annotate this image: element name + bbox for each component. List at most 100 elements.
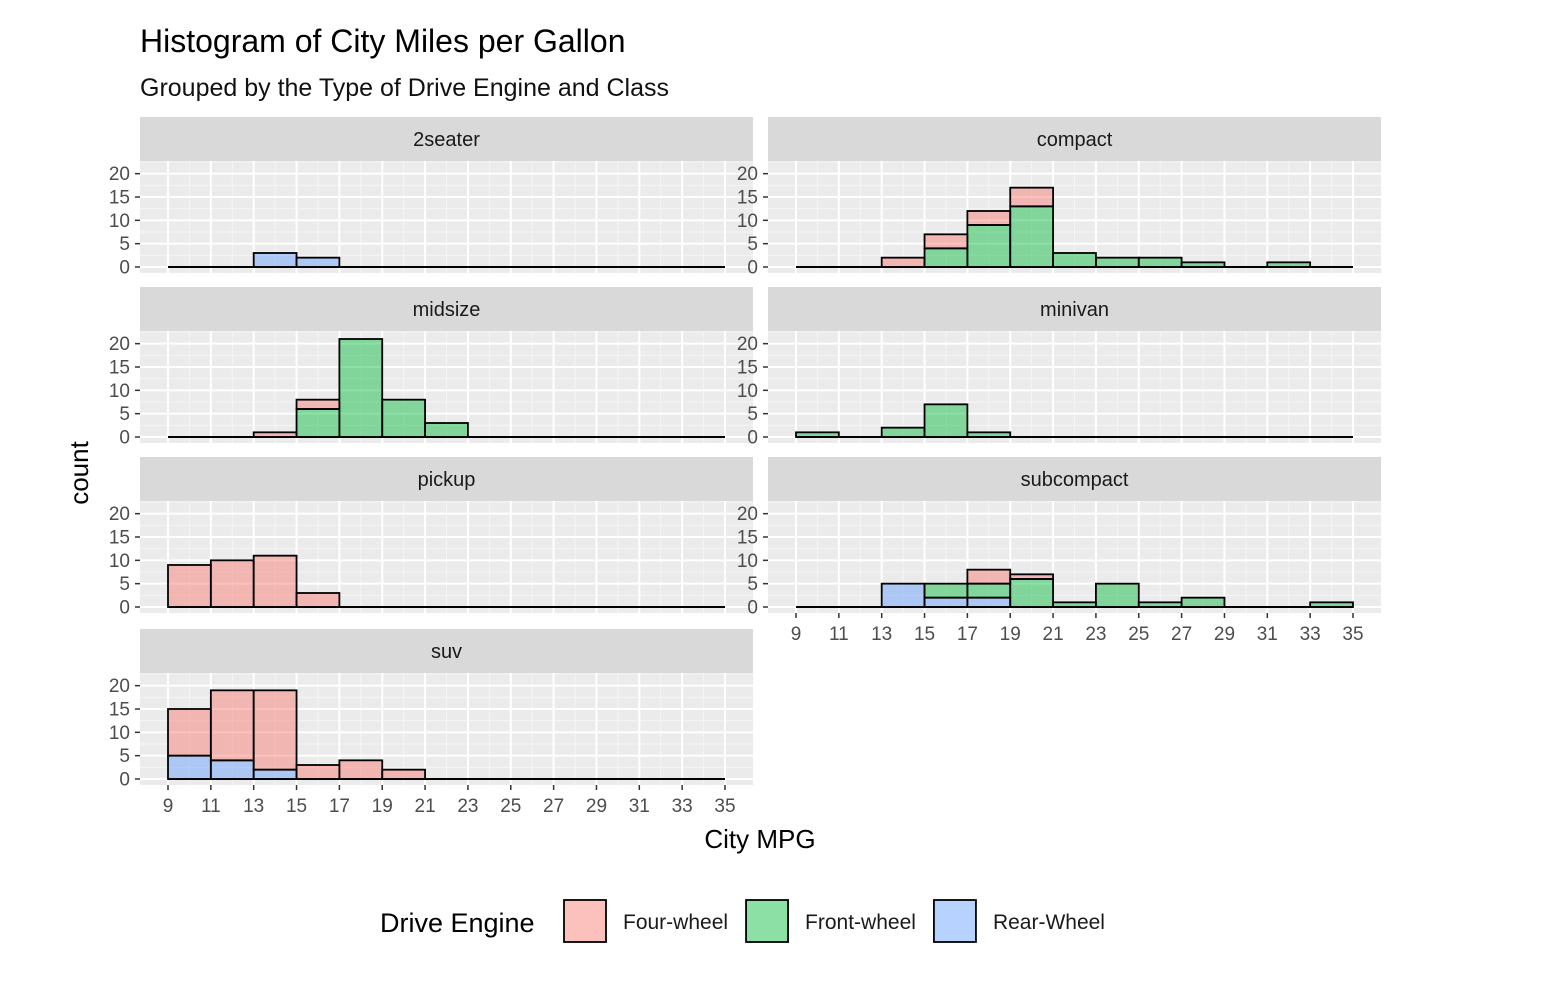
y-tick-label: 10 (737, 211, 758, 232)
bar-subcompact-rear-wheel-17 (966, 596, 1012, 608)
bar-compact-front-wheel-27 (1180, 261, 1226, 268)
bar-compact-four-wheel-17 (966, 210, 1012, 226)
facet-strip-compact (768, 117, 1381, 161)
y-tick-label: 20 (109, 164, 130, 185)
facet-strip-2seater (140, 117, 753, 161)
bar-compact-four-wheel-19 (1009, 186, 1054, 208)
bar-compact-front-wheel-15 (923, 247, 969, 268)
x-tick-label: 17 (957, 624, 978, 645)
y-tick-label: 15 (109, 528, 130, 549)
facet-panels: 2seater05101520compact05101520midsize051… (109, 117, 1381, 817)
facet-strip-subcompact (768, 457, 1381, 501)
bar-suv-four-wheel-15 (295, 764, 341, 780)
x-tick-label: 31 (629, 796, 650, 817)
bar-2seater-rear-wheel-13 (252, 252, 298, 268)
x-tick-label: 13 (243, 796, 264, 817)
x-tick-label: 21 (415, 796, 436, 817)
facet-strip-suv (140, 629, 753, 673)
facet-strip-minivan (768, 287, 1381, 331)
x-tick-label: 27 (1171, 624, 1192, 645)
y-tick-label: 20 (737, 504, 758, 525)
bar-subcompact-front-wheel-33 (1309, 601, 1354, 608)
y-tick-label: 0 (747, 428, 758, 449)
bar-subcompact-front-wheel-19 (1009, 578, 1054, 608)
facet-strip-midsize (140, 287, 753, 331)
facet-label-2seater: 2seater (413, 129, 480, 151)
y-tick-label: 15 (737, 188, 758, 209)
bar-midsize-four-wheel-13 (252, 431, 298, 438)
bar-subcompact-front-wheel-15 (923, 582, 969, 599)
x-tick-label: 9 (163, 796, 174, 817)
bar-minivan-front-wheel-13 (880, 426, 926, 438)
y-tick-label: 5 (747, 574, 758, 595)
bar-suv-rear-wheel-13 (252, 768, 298, 780)
bar-minivan-front-wheel-17 (966, 431, 1012, 438)
x-tick-label: 19 (372, 796, 393, 817)
x-tick-label: 15 (914, 624, 935, 645)
legend-label-four-wheel: Four-wheel (623, 911, 728, 934)
bar-midsize-front-wheel-19 (381, 398, 426, 438)
bar-suv-four-wheel-13 (252, 689, 298, 771)
chart-subtitle: Grouped by the Type of Drive Engine and … (140, 74, 669, 102)
x-tick-label: 17 (329, 796, 350, 817)
x-tick-label: 25 (500, 796, 521, 817)
y-tick-label: 20 (737, 164, 758, 185)
x-tick-label: 25 (1128, 624, 1149, 645)
legend-label-rear-wheel: Rear-Wheel (993, 911, 1105, 934)
x-tick-label: 9 (791, 624, 802, 645)
bar-compact-four-wheel-13 (880, 256, 926, 268)
bar-suv-four-wheel-17 (338, 759, 384, 780)
y-tick-label: 10 (109, 551, 130, 572)
legend-key-front-wheel (745, 899, 789, 943)
y-tick-label: 20 (737, 334, 758, 355)
x-tick-label: 31 (1257, 624, 1278, 645)
x-tick-label: 21 (1043, 624, 1064, 645)
facet-label-pickup: pickup (418, 469, 476, 491)
bar-compact-front-wheel-19 (1009, 205, 1054, 268)
facet-label-minivan: minivan (1040, 299, 1109, 321)
x-tick-label: 33 (1300, 624, 1321, 645)
bar-compact-four-wheel-15 (923, 233, 969, 250)
bar-subcompact-front-wheel-27 (1180, 596, 1226, 608)
bar-2seater-rear-wheel-15 (295, 256, 341, 268)
bar-midsize-front-wheel-17 (338, 338, 384, 438)
x-tick-label: 13 (871, 624, 892, 645)
x-tick-label: 27 (543, 796, 564, 817)
legend-label-front-wheel: Front-wheel (805, 911, 916, 934)
y-tick-label: 0 (747, 258, 758, 279)
y-tick-label: 15 (109, 700, 130, 721)
y-tick-label: 10 (109, 211, 130, 232)
bar-midsize-front-wheel-21 (424, 422, 469, 438)
x-tick-label: 23 (1085, 624, 1106, 645)
y-tick-label: 0 (119, 428, 130, 449)
facet-label-midsize: midsize (413, 299, 481, 321)
bar-subcompact-front-wheel-25 (1137, 601, 1183, 608)
bar-compact-front-wheel-17 (966, 224, 1012, 268)
y-tick-label: 10 (737, 551, 758, 572)
y-tick-label: 5 (119, 404, 130, 425)
y-tick-label: 5 (747, 404, 758, 425)
bar-subcompact-front-wheel-23 (1095, 582, 1140, 608)
y-tick-label: 20 (109, 334, 130, 355)
legend-title: Drive Engine (380, 908, 535, 938)
bar-subcompact-rear-wheel-15 (923, 596, 969, 608)
bar-subcompact-rear-wheel-13 (880, 582, 926, 608)
y-tick-label: 15 (737, 528, 758, 549)
x-tick-label: 23 (457, 796, 478, 817)
y-tick-label: 10 (737, 381, 758, 402)
y-tick-label: 5 (119, 574, 130, 595)
y-axis-title: count (64, 440, 94, 504)
bar-midsize-four-wheel-15 (295, 398, 341, 410)
y-tick-label: 0 (119, 258, 130, 279)
x-axis-title: City MPG (704, 824, 815, 854)
x-tick-label: 19 (1000, 624, 1021, 645)
y-tick-label: 0 (747, 598, 758, 619)
chart-title: Histogram of City Miles per Gallon (140, 23, 625, 59)
bar-midsize-front-wheel-15 (295, 408, 341, 438)
bar-compact-front-wheel-31 (1266, 261, 1312, 268)
y-tick-label: 0 (119, 770, 130, 791)
bar-suv-rear-wheel-9 (167, 754, 212, 780)
y-tick-label: 15 (109, 358, 130, 379)
bar-suv-rear-wheel-11 (209, 759, 255, 780)
bar-compact-front-wheel-21 (1052, 252, 1097, 268)
